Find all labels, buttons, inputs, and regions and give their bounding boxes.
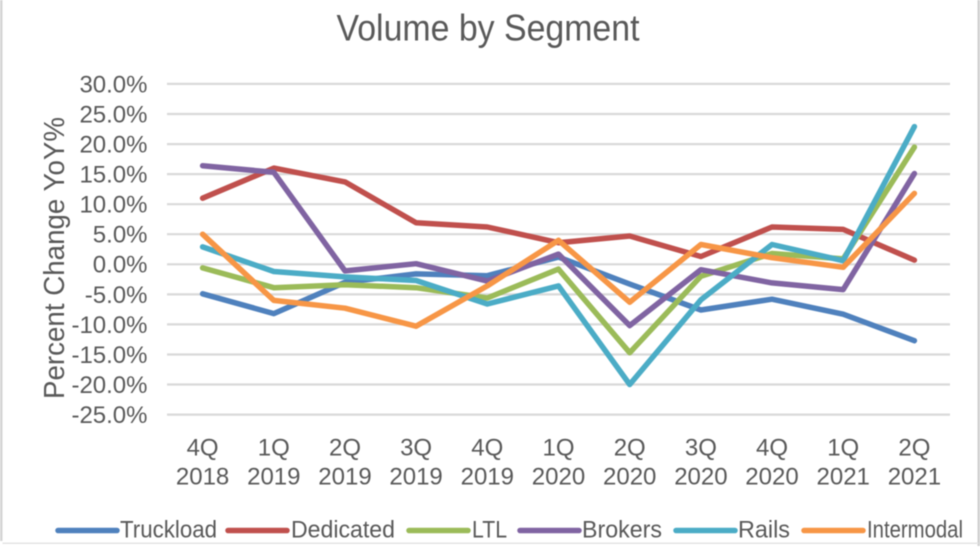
svg-text:Truckload: Truckload [120, 517, 217, 544]
svg-text:-5.0%: -5.0% [85, 282, 148, 309]
svg-text:-20.0%: -20.0% [71, 372, 147, 399]
svg-text:Brokers: Brokers [582, 517, 662, 544]
svg-text:4Q: 4Q [187, 434, 219, 461]
svg-text:1Q: 1Q [258, 434, 290, 461]
svg-text:LTL: LTL [472, 517, 507, 544]
svg-text:-15.0%: -15.0% [71, 342, 147, 369]
svg-text:2020: 2020 [674, 464, 727, 491]
svg-text:2018: 2018 [176, 464, 229, 491]
svg-text:2020: 2020 [603, 464, 656, 491]
svg-text:2021: 2021 [817, 464, 870, 491]
svg-text:Volume by Segment: Volume by Segment [337, 7, 641, 49]
svg-text:2021: 2021 [888, 464, 941, 491]
svg-text:4Q: 4Q [471, 434, 503, 461]
svg-text:Rails: Rails [738, 517, 790, 544]
svg-text:4Q: 4Q [756, 434, 788, 461]
svg-text:2019: 2019 [247, 464, 300, 491]
svg-text:10.0%: 10.0% [79, 192, 147, 219]
svg-text:Intermodal: Intermodal [867, 517, 963, 544]
svg-text:3Q: 3Q [400, 434, 432, 461]
svg-text:1Q: 1Q [827, 434, 859, 461]
svg-text:2019: 2019 [389, 464, 442, 491]
svg-text:30.0%: 30.0% [79, 71, 147, 98]
svg-text:2Q: 2Q [329, 434, 361, 461]
svg-text:-25.0%: -25.0% [71, 402, 147, 429]
svg-text:3Q: 3Q [685, 434, 717, 461]
svg-text:25.0%: 25.0% [79, 101, 147, 128]
svg-text:2019: 2019 [318, 464, 371, 491]
svg-text:2Q: 2Q [614, 434, 646, 461]
svg-text:0.0%: 0.0% [93, 252, 148, 279]
svg-text:Percent Change YoY%: Percent Change YoY% [39, 117, 71, 399]
svg-text:1Q: 1Q [542, 434, 574, 461]
svg-text:-10.0%: -10.0% [71, 312, 147, 339]
svg-text:2019: 2019 [461, 464, 514, 491]
svg-text:2020: 2020 [532, 464, 585, 491]
svg-text:2020: 2020 [745, 464, 798, 491]
svg-text:2Q: 2Q [898, 434, 930, 461]
svg-text:Dedicated: Dedicated [291, 517, 395, 544]
svg-text:20.0%: 20.0% [79, 132, 147, 159]
svg-text:5.0%: 5.0% [93, 222, 148, 249]
svg-text:15.0%: 15.0% [79, 162, 147, 189]
